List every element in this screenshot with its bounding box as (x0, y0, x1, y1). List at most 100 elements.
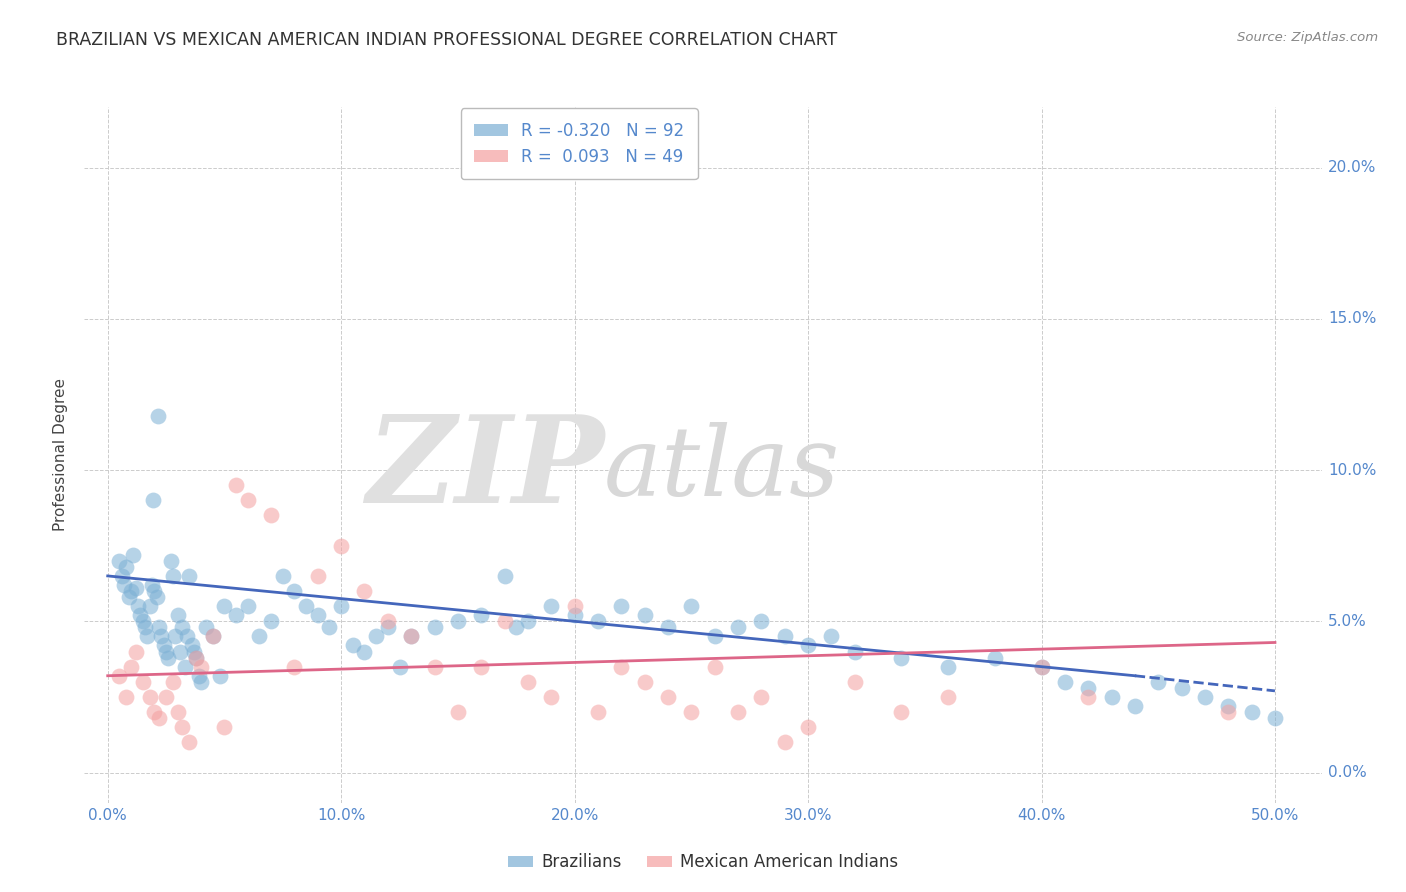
Point (470, 608, 492, 623)
Text: 10.0%: 10.0% (1327, 463, 1376, 477)
Point (751, 615, 773, 629)
Text: ZIP: ZIP (366, 409, 605, 528)
Point (844, 674, 866, 689)
Point (180, 639, 202, 653)
Point (122, 548, 145, 562)
Point (115, 690, 138, 704)
Text: 5.0%: 5.0% (1327, 614, 1367, 629)
Point (225, 608, 247, 623)
Point (187, 669, 209, 683)
Point (447, 705, 470, 719)
Point (727, 705, 749, 719)
Point (820, 629, 842, 643)
Point (134, 620, 156, 634)
Point (727, 620, 749, 634)
Point (157, 650, 180, 665)
Point (1218, 698, 1240, 713)
Point (540, 599, 562, 614)
Point (564, 608, 586, 623)
Point (703, 659, 725, 673)
Point (152, 639, 174, 653)
Point (214, 599, 236, 614)
Point (773, 735, 796, 749)
Point (108, 669, 131, 683)
Point (283, 584, 305, 599)
Point (342, 639, 364, 653)
Point (108, 554, 131, 568)
Point (145, 590, 167, 604)
Point (111, 569, 134, 583)
Point (1194, 690, 1216, 704)
Point (1218, 705, 1240, 719)
Point (295, 599, 318, 614)
Point (190, 674, 212, 689)
Point (136, 629, 159, 643)
Point (773, 629, 796, 643)
Point (657, 690, 679, 704)
Point (166, 608, 188, 623)
Point (260, 508, 283, 523)
Point (1101, 690, 1123, 704)
Point (399, 629, 422, 643)
Point (564, 599, 586, 614)
Point (146, 409, 169, 423)
Point (172, 620, 194, 634)
Point (249, 629, 271, 643)
Point (141, 578, 163, 592)
Point (516, 674, 538, 689)
Point (236, 493, 259, 508)
Point (190, 659, 212, 673)
Point (179, 735, 201, 749)
Point (194, 620, 217, 634)
Point (172, 720, 194, 734)
Point (494, 569, 516, 583)
Point (118, 590, 141, 604)
Point (127, 599, 149, 614)
Point (176, 629, 198, 643)
Point (377, 615, 399, 629)
Point (143, 705, 166, 719)
Point (1123, 698, 1146, 713)
Point (125, 581, 148, 595)
Point (657, 620, 679, 634)
Point (318, 620, 340, 634)
Point (201, 629, 224, 643)
Point (115, 559, 138, 574)
Text: Source: ZipAtlas.com: Source: ZipAtlas.com (1237, 31, 1378, 45)
Point (890, 650, 912, 665)
Point (143, 584, 166, 599)
Point (120, 584, 142, 599)
Point (148, 620, 170, 634)
Point (1147, 674, 1170, 689)
Point (1077, 681, 1099, 695)
Point (377, 620, 399, 634)
Point (307, 608, 329, 623)
Point (540, 690, 562, 704)
Text: 0.0%: 0.0% (1327, 765, 1367, 780)
Point (610, 659, 633, 673)
Point (179, 569, 201, 583)
Point (1077, 690, 1099, 704)
Point (388, 659, 411, 673)
Point (162, 674, 184, 689)
Point (120, 659, 142, 673)
Point (353, 584, 375, 599)
Point (797, 720, 820, 734)
Y-axis label: Professional Degree: Professional Degree (53, 378, 69, 532)
Point (586, 615, 609, 629)
Point (155, 644, 177, 658)
Point (353, 644, 375, 658)
Point (142, 493, 165, 508)
Point (186, 650, 208, 665)
Point (225, 478, 247, 492)
Point (155, 690, 177, 704)
Point (129, 608, 152, 623)
Point (169, 644, 191, 658)
Point (186, 650, 208, 665)
Point (633, 674, 655, 689)
Point (132, 674, 155, 689)
Text: 15.0%: 15.0% (1327, 311, 1376, 326)
Point (148, 711, 170, 725)
Point (138, 690, 160, 704)
Point (447, 615, 470, 629)
